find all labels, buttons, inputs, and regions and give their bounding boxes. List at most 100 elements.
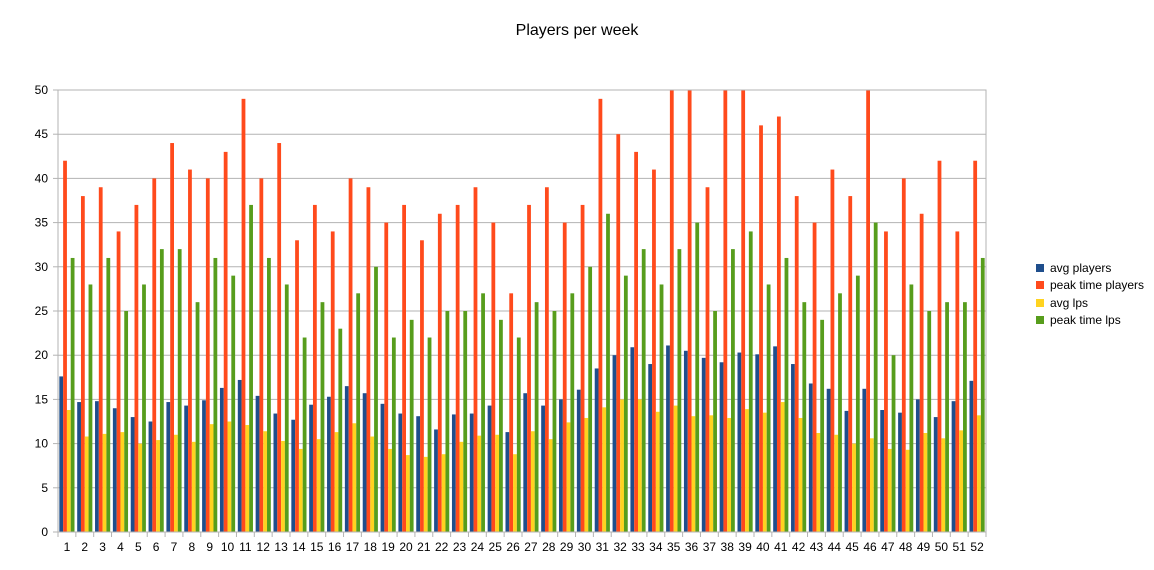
bar-avg-players-28 — [541, 405, 545, 532]
x-tick-label: 7 — [171, 540, 178, 554]
x-tick-label: 5 — [135, 540, 142, 554]
bar-avg-players-43 — [808, 383, 813, 532]
x-tick-label: 26 — [506, 540, 520, 554]
x-tick-label: 43 — [810, 540, 824, 554]
bar-avg-players-9 — [202, 400, 206, 532]
bar-peak-time-players-1 — [63, 160, 67, 532]
bar-peak-time-players-32 — [616, 134, 621, 532]
bar-peak-time-players-45 — [848, 196, 853, 532]
bar-avg-lps-29 — [566, 422, 571, 532]
bar-avg-players-18 — [362, 393, 367, 532]
bar-peak-time-players-42 — [794, 196, 799, 532]
x-tick-label: 49 — [917, 540, 931, 554]
bar-avg-players-47 — [880, 410, 885, 532]
bar-peak-time-lps-6 — [159, 249, 164, 532]
bar-avg-players-12 — [255, 395, 260, 532]
bar-avg-players-37 — [701, 357, 706, 532]
bar-avg-players-16 — [327, 396, 331, 532]
x-tick-label: 46 — [863, 540, 877, 554]
bar-peak-time-lps-37 — [713, 311, 717, 532]
bar-avg-players-13 — [273, 413, 278, 532]
bar-avg-lps-46 — [870, 438, 874, 532]
x-tick-label: 6 — [153, 540, 160, 554]
bar-peak-time-lps-33 — [641, 249, 646, 532]
bar-avg-players-6 — [148, 421, 153, 532]
bar-avg-players-19 — [380, 403, 385, 532]
bar-peak-time-lps-35 — [677, 249, 682, 532]
bar-avg-lps-21 — [423, 456, 428, 532]
x-tick-label: 22 — [435, 540, 449, 554]
bar-avg-players-8 — [184, 405, 189, 532]
x-tick-label: 42 — [792, 540, 806, 554]
bar-peak-time-lps-32 — [623, 275, 628, 532]
bar-avg-players-42 — [791, 364, 795, 532]
bar-peak-time-players-14 — [295, 240, 299, 532]
bar-peak-time-players-25 — [491, 222, 496, 532]
bar-peak-time-players-26 — [509, 293, 514, 532]
y-tick-label: 30 — [35, 260, 49, 274]
y-tick-label: 35 — [35, 216, 49, 230]
bar-peak-time-lps-23 — [463, 311, 468, 532]
bar-peak-time-lps-52 — [980, 257, 985, 532]
legend-label: avg lps — [1050, 295, 1089, 310]
bar-avg-players-23 — [451, 414, 456, 532]
x-tick-label: 2 — [81, 540, 88, 554]
bar-avg-lps-2 — [84, 436, 89, 532]
bar-avg-lps-26 — [513, 454, 517, 532]
bar-peak-time-players-12 — [259, 178, 264, 532]
bar-peak-time-lps-26 — [516, 337, 521, 532]
bar-avg-players-14 — [291, 419, 296, 532]
y-tick-label: 50 — [35, 83, 49, 97]
bar-avg-players-2 — [77, 402, 81, 532]
bar-peak-time-lps-31 — [606, 213, 610, 532]
bar-avg-lps-15 — [316, 439, 321, 532]
bar-avg-lps-25 — [495, 434, 500, 532]
x-tick-label: 16 — [328, 540, 342, 554]
bar-avg-lps-44 — [834, 434, 839, 532]
x-tick-label: 44 — [828, 540, 842, 554]
bar-avg-players-7 — [166, 402, 171, 532]
bar-avg-players-1 — [59, 376, 64, 532]
bar-avg-players-33 — [630, 347, 635, 532]
x-tick-label: 3 — [99, 540, 106, 554]
bar-avg-lps-42 — [798, 417, 803, 532]
y-tick-label: 5 — [41, 481, 48, 495]
bar-avg-players-11 — [237, 379, 242, 532]
y-tick-label: 10 — [35, 437, 49, 451]
bar-peak-time-lps-38 — [731, 249, 735, 532]
bar-peak-time-lps-11 — [249, 204, 253, 533]
x-tick-label: 19 — [381, 540, 395, 554]
bar-avg-lps-40 — [762, 412, 767, 532]
bar-peak-time-players-28 — [544, 187, 549, 533]
bar-avg-players-20 — [398, 413, 403, 532]
bar-peak-time-lps-47 — [891, 355, 896, 532]
bar-peak-time-players-23 — [455, 204, 460, 533]
bar-avg-lps-31 — [602, 407, 607, 532]
bar-peak-time-players-51 — [955, 231, 960, 532]
bar-avg-lps-16 — [334, 432, 339, 532]
bar-peak-time-players-39 — [741, 90, 746, 532]
bar-avg-players-4 — [112, 408, 117, 532]
bar-peak-time-lps-9 — [213, 257, 218, 532]
bar-peak-time-players-10 — [223, 151, 228, 532]
bar-peak-time-lps-18 — [374, 266, 378, 532]
bar-avg-players-48 — [898, 412, 902, 532]
bar-avg-players-51 — [951, 401, 956, 532]
x-tick-label: 35 — [667, 540, 681, 554]
bar-peak-time-lps-16 — [338, 328, 343, 532]
x-tick-label: 21 — [417, 540, 431, 554]
bar-peak-time-players-5 — [134, 204, 139, 533]
y-axis-ticks: 0 5 10 15 20 25 30 35 40 45 50 — [35, 83, 49, 539]
bar-avg-lps-10 — [227, 421, 232, 532]
chart-title: Players per week — [515, 22, 639, 39]
x-axis-ticks: 1 2 3 4 5 6 7 8 9 10 11 12 13 14 15 16 17 18 19 20 21 22 23 24 2… — [64, 540, 984, 554]
bar-peak-time-players-40 — [759, 125, 763, 533]
bar-peak-time-lps-17 — [356, 293, 361, 532]
x-tick-label: 37 — [703, 540, 717, 554]
bar-peak-time-players-20 — [402, 204, 406, 533]
bar-peak-time-lps-28 — [552, 311, 557, 532]
bar-avg-players-25 — [487, 405, 492, 532]
x-tick-label: 29 — [560, 540, 574, 554]
bar-peak-time-players-22 — [437, 213, 442, 532]
bar-peak-time-lps-7 — [177, 249, 182, 532]
